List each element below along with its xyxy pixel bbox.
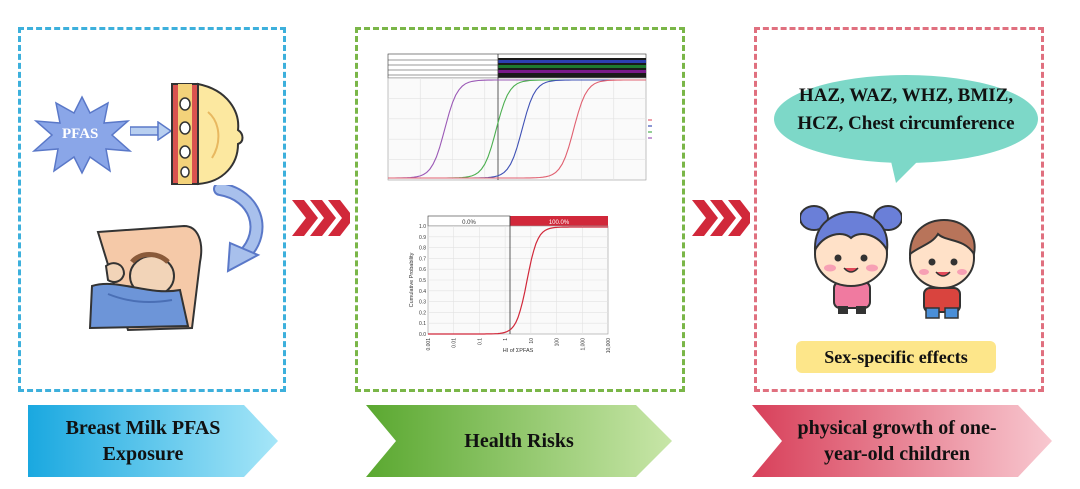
bottom-chart-header-left-label: 0.0% bbox=[462, 220, 476, 226]
growth-indicators-line2: HCZ, Chest circumference bbox=[797, 113, 1015, 134]
exposure-banner: Breast Milk PFAS Exposure bbox=[28, 405, 278, 477]
bottom-chart-y-tick-label: 0.6 bbox=[419, 267, 426, 273]
transfer-arrow-icon bbox=[130, 121, 172, 141]
bottom-chart-series-line-1 bbox=[428, 226, 608, 335]
breast-tissue-icon bbox=[171, 82, 244, 186]
bottom-chart-y-tick-label: 0.3 bbox=[419, 300, 426, 306]
health-risk-banner: Health Risks bbox=[366, 405, 672, 477]
bottom-chart-header-right bbox=[510, 216, 608, 226]
pfas-label: PFAS bbox=[62, 126, 99, 142]
bottom-chart-x-axis-label: HI of ΣPFAS bbox=[503, 348, 534, 354]
chevron-arrow-icon-left bbox=[292, 200, 350, 236]
boy-illustration bbox=[908, 218, 976, 319]
growth-panel bbox=[754, 27, 1044, 392]
chevron-arrow-segment bbox=[692, 200, 718, 236]
bottom-chart-y-tick-label: 0.0 bbox=[419, 332, 426, 338]
bottom-chart-x-tick-label: 10 bbox=[529, 338, 535, 344]
growth-banner: physical growth of one- year-old childre… bbox=[752, 405, 1052, 477]
bottom-chart-header-right-label: 100.0% bbox=[549, 220, 570, 226]
girl-illustration bbox=[800, 205, 902, 314]
bottom-chart-y-tick-label: 0.7 bbox=[419, 256, 426, 262]
health-risk-panel bbox=[355, 27, 685, 392]
growth-banner-line2: year-old children bbox=[823, 443, 971, 465]
bottom-chart-x-tick-label: 0.001 bbox=[426, 338, 432, 351]
top-chart-header-lines bbox=[388, 59, 498, 76]
bottom-chart-x-tick-label: 0.01 bbox=[452, 338, 458, 348]
bottom-chart-x-tick-label: 100 bbox=[555, 338, 561, 347]
bottom-chart-y-tick-label: 0.5 bbox=[419, 278, 426, 284]
bottom-chart-x-tick-label: 0.1 bbox=[477, 338, 483, 345]
bottom-chart-y-axis-label: Cumulative Probability bbox=[409, 252, 415, 307]
exposure-banner-line2: Exposure bbox=[102, 443, 184, 465]
chevron-arrow-segment bbox=[292, 200, 318, 236]
bottom-chart-x-tick-label: 1,000 bbox=[580, 338, 586, 351]
hazard-index-chart: 0.0% 100.0% 0.0 0.1 0.2 0.3 0.4 0.5 0.6 0.7 0.8 0… bbox=[409, 215, 612, 354]
sex-specific-badge: Sex-specific effects bbox=[796, 341, 996, 373]
pfas-starburst-icon bbox=[32, 95, 132, 175]
chevron-arrow-segment bbox=[310, 200, 336, 236]
chevron-arrow-segment bbox=[328, 200, 350, 236]
health-risk-banner-label: Health Risks bbox=[464, 430, 574, 452]
bottom-chart-y-tick-label: 0.4 bbox=[419, 289, 426, 295]
growth-banner-line1: physical growth of one- bbox=[797, 417, 997, 439]
chevron-arrow-segment bbox=[728, 200, 750, 236]
bottom-chart-x-tick-label: 10,000 bbox=[606, 338, 612, 354]
growth-indicators-line1: HAZ, WAZ, WHZ, BMIZ, bbox=[798, 85, 1014, 106]
top-chart-series-line-4 bbox=[388, 79, 646, 179]
bottom-chart-y-tick-label: 1.0 bbox=[419, 224, 426, 230]
exposure-panel bbox=[18, 27, 286, 392]
breastfeeding-illustration bbox=[88, 224, 203, 332]
growth-indicators: HAZ, WAZ, WHZ, BMIZ, HCZ, Chest circumfe… bbox=[772, 82, 1040, 138]
speech-bubble bbox=[774, 75, 1038, 183]
bottom-chart-y-tick-label: 0.2 bbox=[419, 310, 426, 316]
chevron-arrow-segment bbox=[710, 200, 736, 236]
chevron-arrow-icon-right bbox=[692, 200, 750, 236]
exposure-banner-line1: Breast Milk PFAS bbox=[65, 417, 221, 439]
sensitivity-chart bbox=[387, 53, 652, 181]
curved-arrow-icon bbox=[213, 185, 264, 273]
bottom-chart-x-tick-label: 1 bbox=[503, 338, 509, 341]
bottom-chart-y-tick-label: 0.1 bbox=[419, 321, 426, 327]
top-chart-legend bbox=[648, 119, 652, 139]
bottom-chart-y-tick-label: 0.9 bbox=[419, 235, 426, 241]
bottom-chart-y-tick-label: 0.8 bbox=[419, 246, 426, 252]
